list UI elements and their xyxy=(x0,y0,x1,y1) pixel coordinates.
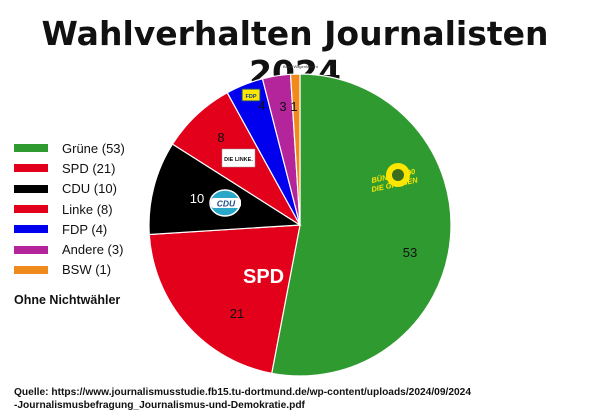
legend-item-linke: Linke (8) xyxy=(14,199,125,219)
note-no-nonvoters: Ohne Nichtwähler xyxy=(14,293,121,307)
data-label-cdu: 10 xyxy=(190,191,204,206)
linke-logo: DIE LINKE. xyxy=(221,148,256,168)
sunflower-icon xyxy=(386,163,410,187)
fdp-logo: FDP xyxy=(241,88,261,102)
legend: Grüne (53) SPD (21) CDU (10) Linke (8) F… xyxy=(14,138,125,280)
legend-label: Andere (3) xyxy=(62,242,124,258)
spd-logo: SPD xyxy=(243,266,284,288)
legend-label: Linke (8) xyxy=(62,201,113,217)
legend-label: CDU (10) xyxy=(62,181,117,197)
legend-label: SPD (21) xyxy=(62,160,116,176)
legend-swatch xyxy=(14,144,48,153)
legend-item-fdp: FDP (4) xyxy=(14,219,125,239)
data-label-bsw: 1 xyxy=(290,99,297,114)
legend-item-spd: SPD (21) xyxy=(14,158,125,178)
fdp-logo-text: FDP xyxy=(246,94,257,100)
legend-swatch xyxy=(14,205,48,214)
data-label-fdp: 4 xyxy=(258,98,265,113)
cdu-logo: CDU xyxy=(209,189,241,217)
legend-swatch xyxy=(14,245,48,254)
source-line-2: -Journalismusbefragung_Journalismus-und-… xyxy=(14,400,305,411)
legend-swatch xyxy=(14,225,48,234)
legend-swatch xyxy=(14,265,48,274)
legend-swatch xyxy=(14,164,48,173)
legend-item-gruene: Grüne (53) xyxy=(14,138,125,158)
data-label-linke: 8 xyxy=(217,130,224,145)
legend-label: Grüne (53) xyxy=(62,140,125,156)
linke-logo-text: DIE LINKE. xyxy=(224,157,253,163)
chart-title: Wahlverhalten Journalisten 2024 xyxy=(41,14,549,92)
legend-label: BSW (1) xyxy=(62,262,112,278)
data-label-grüne: 53 xyxy=(403,245,417,260)
data-label-andere: 3 xyxy=(279,99,286,114)
legend-item-andere: Andere (3) xyxy=(14,239,125,259)
source-citation: Quelle: https://www.journalismusstudie.f… xyxy=(14,386,584,412)
pie-slice-bsw xyxy=(289,73,301,226)
legend-label: FDP (4) xyxy=(62,221,108,237)
legend-item-bsw: BSW (1) xyxy=(14,260,125,280)
legend-item-cdu: CDU (10) xyxy=(14,179,125,199)
bsw-logo: Bahn Wagenknecht xyxy=(283,64,319,69)
pie-slice-grüne xyxy=(271,73,452,377)
pie-slice-spd xyxy=(148,224,301,375)
source-line-1: Quelle: https://www.journalismusstudie.f… xyxy=(14,387,471,398)
legend-swatch xyxy=(14,184,48,193)
bsw-logo-text: Bahn Wagenknecht xyxy=(283,64,319,69)
data-label-spd: 21 xyxy=(230,306,244,321)
cdu-logo-text: CDU xyxy=(217,199,236,209)
